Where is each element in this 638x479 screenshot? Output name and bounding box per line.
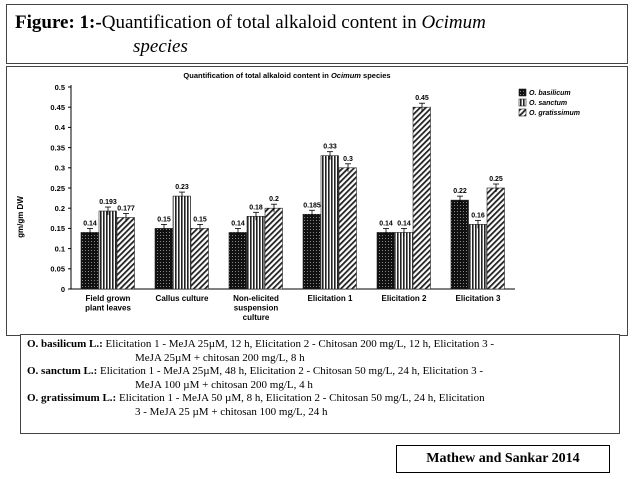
data-label: 0.45 xyxy=(415,95,429,102)
legend-swatch xyxy=(518,98,527,107)
data-label: 0.14 xyxy=(231,220,245,227)
legend-label: O. sanctum xyxy=(529,100,567,107)
data-label: 0.2 xyxy=(269,196,279,203)
data-label: 0.3 xyxy=(343,156,353,163)
data-label: 0.14 xyxy=(379,220,393,227)
y-tick-label: 0.25 xyxy=(50,184,65,193)
data-label: 0.177 xyxy=(117,205,135,212)
note-species-sanctum: O. sanctum L.: xyxy=(27,365,98,378)
bar-chart: Quantification of total alkaloid content… xyxy=(16,71,580,322)
data-label: 0.23 xyxy=(175,184,189,191)
figure-title-text: Quantification of total alkaloid content… xyxy=(101,12,422,33)
bar xyxy=(468,224,487,290)
y-axis-label: gm/gm DW xyxy=(16,196,25,238)
data-label: 0.14 xyxy=(83,220,97,227)
note-gratissimum: O. gratissimum L.: Elicitation 1 - MeJA … xyxy=(27,392,613,406)
bar xyxy=(302,213,321,290)
note-basilicum: O. basilicum L.: Elicitation 1 - MeJA 25… xyxy=(27,338,613,352)
figure-title: Figure: 1:-Quantification of total alkal… xyxy=(6,4,628,64)
x-tick-label: suspension xyxy=(234,304,279,313)
legend-swatch xyxy=(518,88,527,97)
data-label: 0.15 xyxy=(193,216,207,223)
figure-title-line-2: species xyxy=(15,35,619,59)
note-species-basilicum: O. basilicum L.: xyxy=(27,338,103,350)
chart-title: Quantification of total alkaloid content… xyxy=(183,71,390,80)
data-label: 0.15 xyxy=(157,216,171,223)
bar xyxy=(394,232,413,290)
legend-label: O. gratissimum xyxy=(529,110,580,117)
note-gratissimum-cont: 3 - MeJA 25 µM + chitosan 100 mg/L, 24 h xyxy=(135,405,328,418)
x-tick-label: culture xyxy=(243,313,270,322)
y-tick-label: 0 xyxy=(61,285,65,294)
y-tick-label: 0.45 xyxy=(50,103,65,112)
y-tick-label: 0.1 xyxy=(55,244,65,253)
y-tick-label: 0.35 xyxy=(50,143,65,152)
elicitation-notes: O. basilicum L.: Elicitation 1 - MeJA 25… xyxy=(20,334,620,434)
chart-panel: Quantification of total alkaloid content… xyxy=(6,66,628,336)
legend-label: O. basilicum xyxy=(529,90,571,97)
note-text-gratissimum: Elicitation 1 - MeJA 50 µM, 8 h, Elicita… xyxy=(116,392,485,405)
bar xyxy=(264,207,283,290)
legend-swatch xyxy=(518,108,527,117)
data-label: 0.185 xyxy=(303,202,321,209)
bar xyxy=(246,215,265,290)
figure-title-genus: Ocimum xyxy=(421,12,486,33)
bar xyxy=(376,232,395,290)
y-tick-label: 0.05 xyxy=(50,265,65,274)
note-sanctum-cont: MeJA 100 µM + chitosan 200 mg/L, 4 h xyxy=(135,378,313,391)
x-tick-label: Elicitation 3 xyxy=(456,294,501,303)
data-label: 0.22 xyxy=(453,188,467,195)
bar xyxy=(338,167,357,290)
note-basilicum-cont: MeJA 25µM + chitosan 200 mg/L, 8 h xyxy=(135,351,305,364)
data-label: 0.16 xyxy=(471,212,485,219)
bar xyxy=(80,232,99,290)
data-label: 0.193 xyxy=(99,199,117,206)
bar xyxy=(412,106,431,290)
bar xyxy=(98,210,117,290)
data-label: 0.14 xyxy=(397,220,411,227)
x-tick-label: Elicitation 2 xyxy=(382,294,427,303)
figure-label: Figure: 1:- xyxy=(15,12,102,33)
bar xyxy=(320,155,339,290)
figure-title-line-1: Figure: 1:-Quantification of total alkal… xyxy=(15,11,619,35)
note-sanctum: O. sanctum L.: Elicitation 1 - MeJA 25µM… xyxy=(27,365,613,379)
x-tick-label: Field grown xyxy=(86,294,131,303)
x-tick-label: Non-elicited xyxy=(233,294,279,303)
bar xyxy=(116,217,135,290)
bar xyxy=(190,228,209,290)
x-tick-label: Elicitation 1 xyxy=(308,294,353,303)
data-label: 0.33 xyxy=(323,144,337,151)
data-label: 0.25 xyxy=(489,176,503,183)
bar xyxy=(486,187,505,290)
note-text-sanctum: Elicitation 1 - MeJA 25µM, 48 h, Elicita… xyxy=(97,365,484,378)
y-tick-label: 0.2 xyxy=(55,204,65,213)
bar xyxy=(172,195,191,290)
note-text-basilicum: Elicitation 1 - MeJA 25µM, 12 h, Elicita… xyxy=(102,338,495,350)
y-tick-label: 0.5 xyxy=(55,83,65,92)
figure-title-species: species xyxy=(133,36,188,57)
y-tick-label: 0.15 xyxy=(50,224,65,233)
bar xyxy=(450,199,469,290)
bar xyxy=(228,232,247,290)
note-species-gratissimum: O. gratissimum L.: xyxy=(27,392,117,405)
citation: Mathew and Sankar 2014 xyxy=(396,445,610,473)
bar xyxy=(154,228,173,290)
y-tick-label: 0.4 xyxy=(55,123,66,132)
y-tick-label: 0.3 xyxy=(55,164,65,173)
x-tick-label: Callus culture xyxy=(156,294,209,303)
x-tick-label: plant leaves xyxy=(85,304,131,313)
data-label: 0.18 xyxy=(249,204,263,211)
plot-area: 0 0.05 0.1 0.15 0.2 0.25 0.3 0.35 0.4 0.45 0.5 0.14… xyxy=(50,83,580,322)
